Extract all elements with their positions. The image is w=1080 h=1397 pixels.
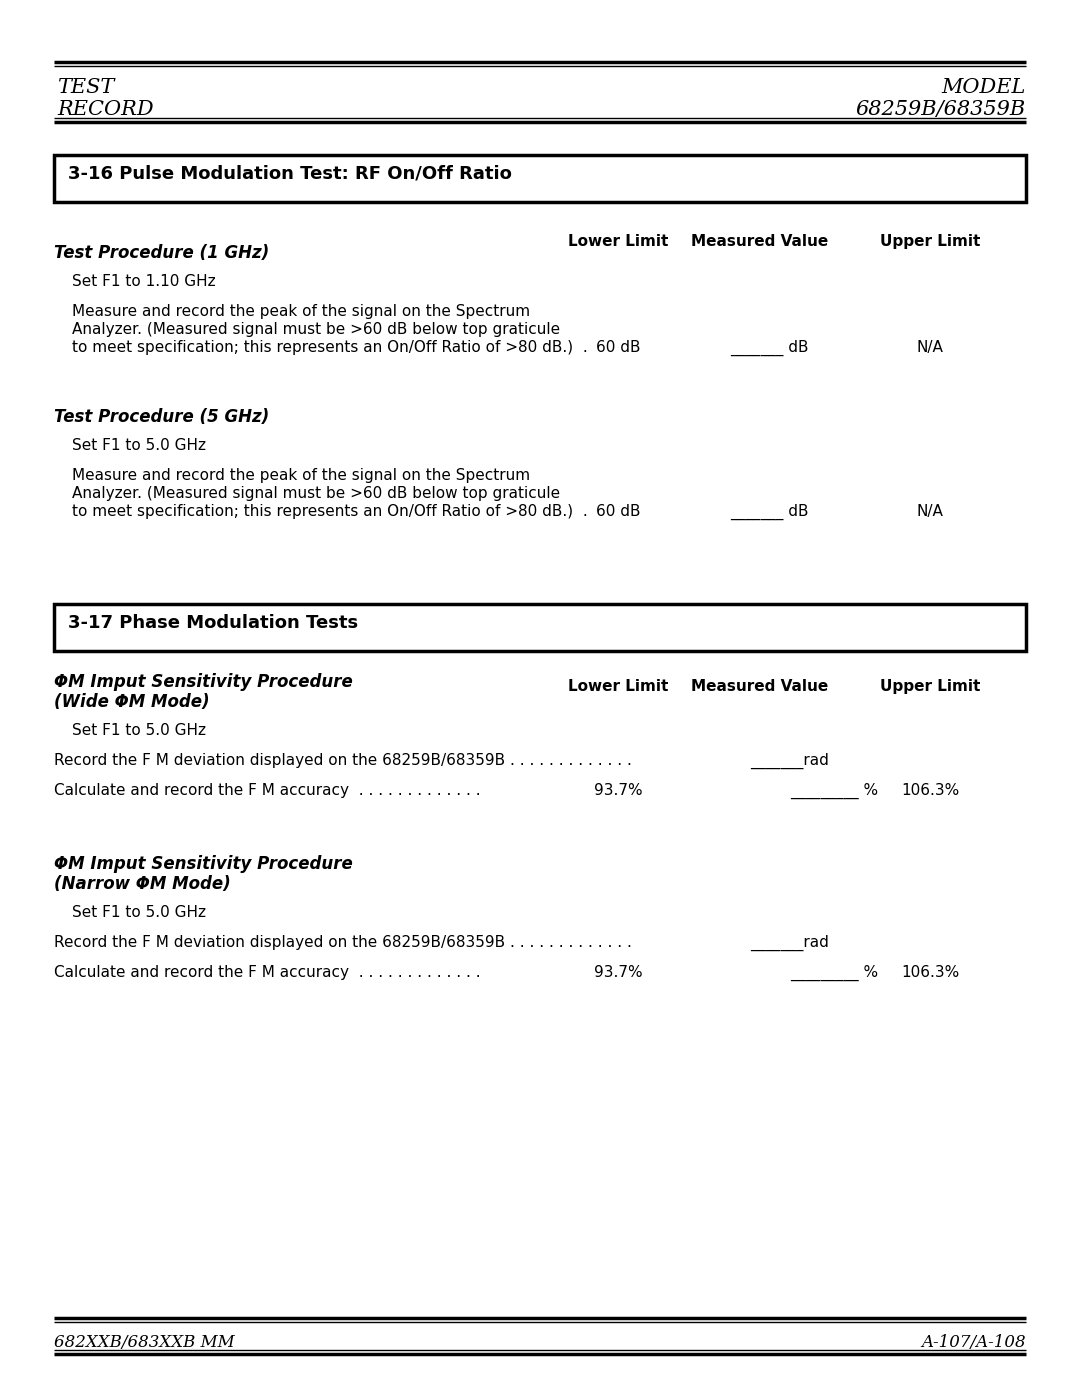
Text: N/A: N/A — [917, 504, 944, 520]
Text: 3-17 Phase Modulation Tests: 3-17 Phase Modulation Tests — [68, 615, 359, 631]
Text: N/A: N/A — [917, 339, 944, 355]
Text: _______rad: _______rad — [750, 753, 828, 770]
Text: (Wide ΦM Mode): (Wide ΦM Mode) — [54, 693, 210, 711]
Bar — [54, 604, 1026, 651]
Text: 3-16 Pulse Modulation Test: RF On/Off Ratio: 3-16 Pulse Modulation Test: RF On/Off Ra… — [68, 165, 512, 183]
Text: Record the F M deviation displayed on the 68259B/68359B . . . . . . . . . . . . : Record the F M deviation displayed on th… — [54, 753, 632, 768]
Text: TEST: TEST — [57, 78, 114, 96]
Text: Analyzer. (Measured signal must be >60 dB below top graticule: Analyzer. (Measured signal must be >60 d… — [72, 486, 561, 502]
Text: Set F1 to 5.0 GHz: Set F1 to 5.0 GHz — [72, 905, 206, 921]
Text: Measure and record the peak of the signal on the Spectrum: Measure and record the peak of the signa… — [72, 305, 530, 319]
Text: 106.3%: 106.3% — [901, 965, 959, 981]
Text: 93.7%: 93.7% — [594, 782, 643, 798]
Text: _______ dB: _______ dB — [730, 339, 809, 356]
Text: Set F1 to 5.0 GHz: Set F1 to 5.0 GHz — [72, 439, 206, 453]
Text: Measure and record the peak of the signal on the Spectrum: Measure and record the peak of the signa… — [72, 468, 530, 483]
Text: to meet specification; this represents an On/Off Ratio of >80 dB.)  .: to meet specification; this represents a… — [72, 504, 588, 520]
Text: 682XXB/683XXB MM: 682XXB/683XXB MM — [54, 1334, 234, 1351]
Text: _________ %: _________ % — [789, 965, 878, 981]
Text: RECORD: RECORD — [57, 101, 153, 119]
Text: 60 dB: 60 dB — [596, 339, 640, 355]
Text: Measured Value: Measured Value — [691, 235, 828, 249]
Text: ΦM Imput Sensitivity Procedure: ΦM Imput Sensitivity Procedure — [54, 673, 353, 692]
Text: _________ %: _________ % — [789, 782, 878, 799]
Text: Test Procedure (1 GHz): Test Procedure (1 GHz) — [54, 244, 269, 263]
Text: Test Procedure (5 GHz): Test Procedure (5 GHz) — [54, 408, 269, 426]
Bar — [54, 155, 1026, 203]
Text: Upper Limit: Upper Limit — [880, 679, 981, 694]
Text: Lower Limit: Lower Limit — [568, 679, 669, 694]
Text: Set F1 to 1.10 GHz: Set F1 to 1.10 GHz — [72, 274, 216, 289]
Text: Record the F M deviation displayed on the 68259B/68359B . . . . . . . . . . . . : Record the F M deviation displayed on th… — [54, 935, 632, 950]
Text: 60 dB: 60 dB — [596, 504, 640, 520]
Text: Upper Limit: Upper Limit — [880, 235, 981, 249]
Text: 106.3%: 106.3% — [901, 782, 959, 798]
Text: _______rad: _______rad — [750, 935, 828, 951]
Text: ΦM Imput Sensitivity Procedure: ΦM Imput Sensitivity Procedure — [54, 855, 353, 873]
Text: A-107/A-108: A-107/A-108 — [921, 1334, 1026, 1351]
Text: Calculate and record the F M accuracy  . . . . . . . . . . . . .: Calculate and record the F M accuracy . … — [54, 965, 481, 981]
Text: (Narrow ΦM Mode): (Narrow ΦM Mode) — [54, 875, 231, 893]
Text: MODEL: MODEL — [942, 78, 1026, 96]
Text: 93.7%: 93.7% — [594, 965, 643, 981]
Text: Calculate and record the F M accuracy  . . . . . . . . . . . . .: Calculate and record the F M accuracy . … — [54, 782, 481, 798]
Text: Analyzer. (Measured signal must be >60 dB below top graticule: Analyzer. (Measured signal must be >60 d… — [72, 321, 561, 337]
Text: Measured Value: Measured Value — [691, 679, 828, 694]
Text: 68259B/68359B: 68259B/68359B — [855, 101, 1026, 119]
Text: Lower Limit: Lower Limit — [568, 235, 669, 249]
Text: to meet specification; this represents an On/Off Ratio of >80 dB.)  .: to meet specification; this represents a… — [72, 339, 588, 355]
Text: _______ dB: _______ dB — [730, 504, 809, 520]
Text: Set F1 to 5.0 GHz: Set F1 to 5.0 GHz — [72, 724, 206, 738]
